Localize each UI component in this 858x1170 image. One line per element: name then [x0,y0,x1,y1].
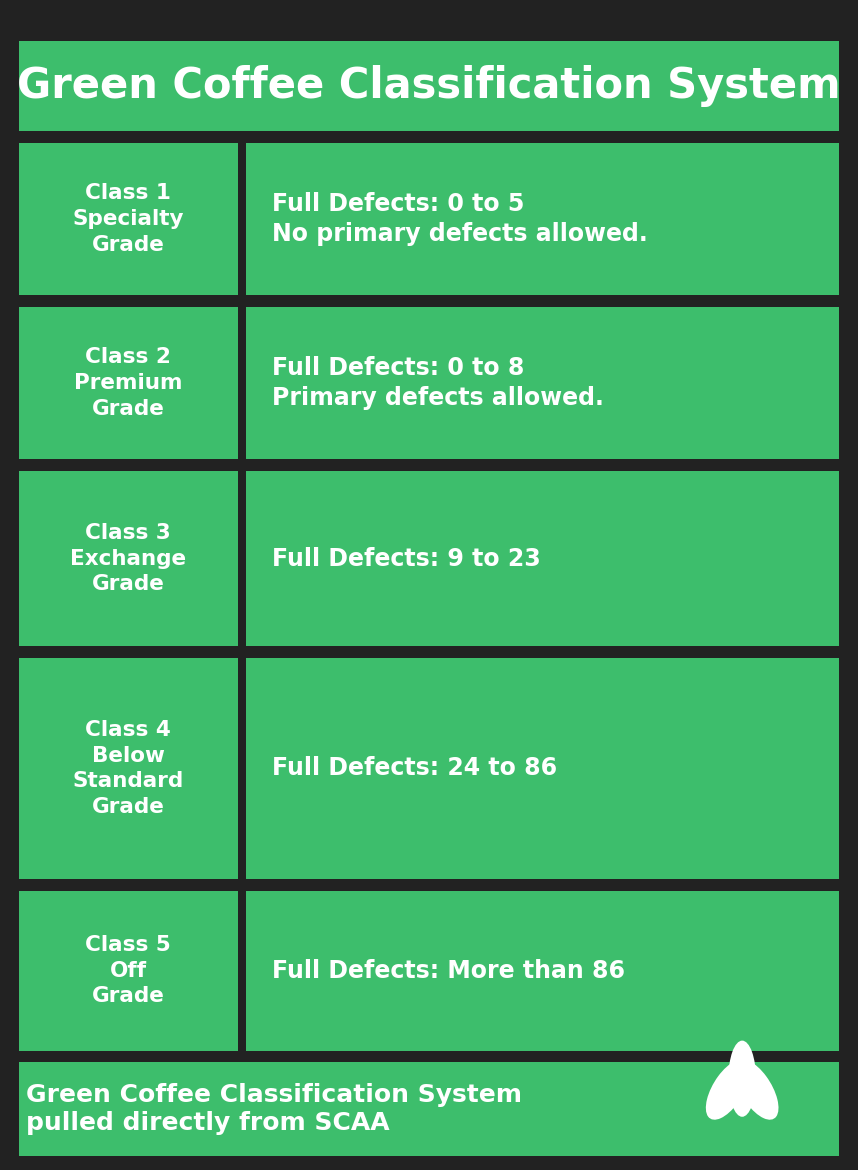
Ellipse shape [706,1060,750,1120]
Text: Full Defects: More than 86: Full Defects: More than 86 [272,958,625,983]
FancyBboxPatch shape [19,41,839,131]
FancyBboxPatch shape [246,472,839,646]
FancyBboxPatch shape [19,1062,839,1156]
FancyBboxPatch shape [19,307,238,460]
FancyBboxPatch shape [19,658,238,879]
Ellipse shape [734,1060,778,1120]
Text: Full Defects: 0 to 8
Primary defects allowed.: Full Defects: 0 to 8 Primary defects all… [272,356,604,411]
FancyBboxPatch shape [19,472,238,646]
FancyBboxPatch shape [246,143,839,295]
Text: Class 1
Specialty
Grade: Class 1 Specialty Grade [73,184,184,255]
Text: Class 4
Below
Standard
Grade: Class 4 Below Standard Grade [73,720,184,817]
FancyBboxPatch shape [246,658,839,879]
Text: Class 5
Off
Grade: Class 5 Off Grade [86,935,171,1006]
Ellipse shape [728,1040,756,1117]
Text: Green Coffee Classification System: Green Coffee Classification System [17,66,841,106]
FancyBboxPatch shape [19,143,238,295]
FancyBboxPatch shape [19,890,238,1051]
Text: Class 2
Premium
Grade: Class 2 Premium Grade [74,347,183,419]
Text: Full Defects: 0 to 5
No primary defects allowed.: Full Defects: 0 to 5 No primary defects … [272,192,648,246]
Text: Class 3
Exchange
Grade: Class 3 Exchange Grade [70,523,186,594]
Text: Full Defects: 9 to 23: Full Defects: 9 to 23 [272,546,541,571]
Text: Green Coffee Classification System
pulled directly from SCAA: Green Coffee Classification System pulle… [26,1083,522,1135]
FancyBboxPatch shape [246,307,839,460]
FancyBboxPatch shape [246,890,839,1051]
Text: Full Defects: 24 to 86: Full Defects: 24 to 86 [272,757,557,780]
